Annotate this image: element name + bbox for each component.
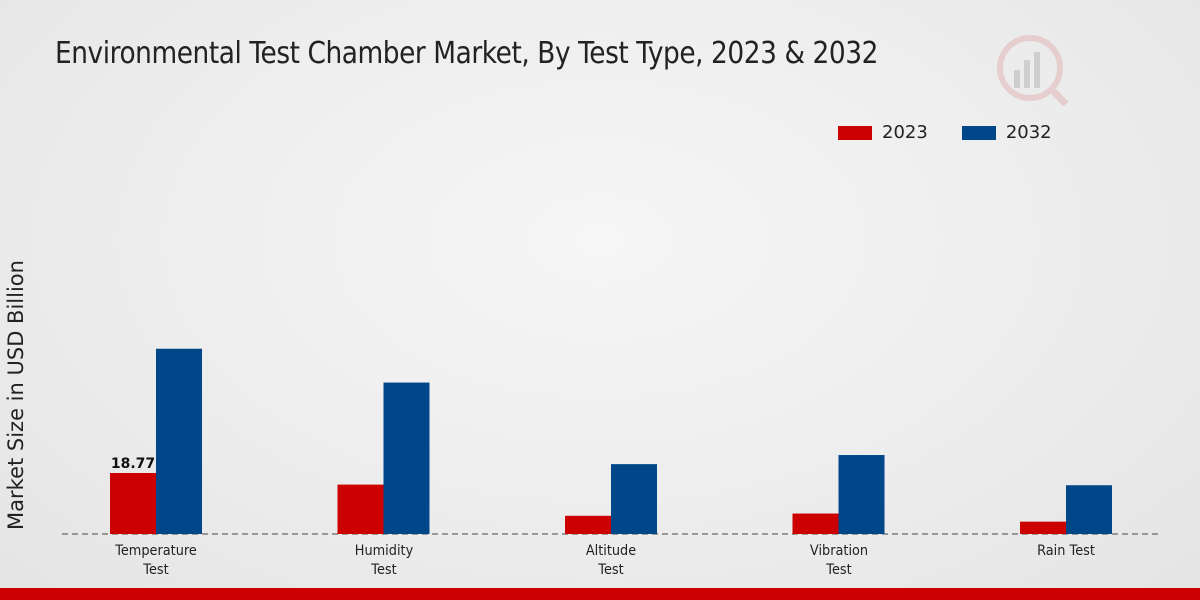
bar-2023-2 (565, 515, 611, 534)
x-tick-label: Vibration Test (809, 543, 868, 578)
legend-label-2023: 2023 (882, 122, 928, 143)
bar-2032-3 (838, 455, 885, 534)
x-tick-label: Altitude Test (585, 543, 637, 578)
bar-2032-4 (1066, 485, 1112, 534)
legend-swatch-2023 (838, 125, 872, 140)
bar-2032-2 (611, 464, 657, 534)
data-label: 18.77 (111, 456, 155, 472)
bar-2032-0 (156, 348, 202, 534)
bar-2032-1 (383, 382, 430, 534)
bottom-accent-bar (0, 588, 1200, 600)
bar-2023-3 (792, 513, 839, 534)
legend-item-2032: 2032 (961, 122, 1052, 143)
bar-2023-4 (1020, 521, 1066, 534)
bar-2023-1 (337, 484, 384, 534)
legend-item-2023: 2023 (838, 122, 928, 143)
chart-title: Environmental Test Chamber Market, By Te… (55, 36, 878, 71)
watermark-logo-icon (997, 35, 1069, 107)
x-tick-label: Rain Test (1037, 543, 1095, 559)
legend-swatch-2032 (961, 125, 996, 140)
bar-2023-0 (110, 472, 156, 534)
x-tick-label: Temperature Test (115, 543, 197, 578)
legend-label-2032: 2032 (1005, 122, 1052, 143)
x-tick-label: Humidity Test (354, 543, 413, 578)
legend: 2023 2032 (838, 122, 1052, 143)
